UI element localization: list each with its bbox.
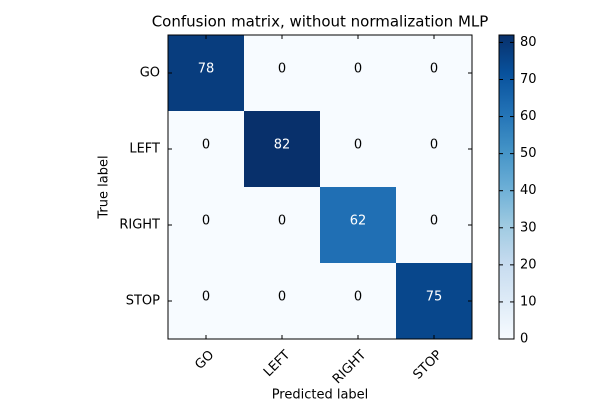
- colorbar-tick-label: 80: [520, 35, 537, 50]
- colorbar-tick-label: 30: [520, 220, 537, 235]
- colorbar-tick-label: 70: [520, 72, 537, 87]
- heatmap-cell: [320, 187, 397, 264]
- colorbar: [498, 34, 515, 340]
- y-tick-label: GO: [140, 66, 160, 81]
- heatmap-cell: [320, 111, 397, 188]
- colorbar-tick-label: 40: [520, 183, 537, 198]
- x-tick-label: GO: [192, 348, 217, 373]
- heatmap-cell: [396, 35, 473, 112]
- cell-label: 0: [278, 214, 286, 229]
- cell-label: 0: [430, 138, 438, 153]
- chart-title: Confusion matrix, without normalization …: [152, 13, 489, 31]
- heatmap-cell: [320, 35, 397, 112]
- colorbar-tick-label: 60: [520, 109, 537, 124]
- heatmap-cell: [168, 187, 245, 264]
- heatmap-cell: [244, 187, 321, 264]
- colorbar-tick-label: 50: [520, 146, 537, 161]
- heatmap-cell: [396, 111, 473, 188]
- cell-label: 0: [354, 290, 362, 305]
- heatmap-cell: [168, 111, 245, 188]
- x-axis-label: Predicted label: [272, 388, 369, 400]
- cell-label: 0: [430, 214, 438, 229]
- cell-label: 0: [278, 290, 286, 305]
- plot-frame: [167, 34, 473, 340]
- colorbar-tick-label: 0: [520, 332, 528, 347]
- heatmap-cell: [244, 35, 321, 112]
- colorbar-tick-label: 10: [520, 294, 537, 309]
- heatmap-cell: [320, 263, 397, 340]
- y-axis-label: True label: [97, 155, 112, 219]
- heatmap-cell: [168, 263, 245, 340]
- x-tick-label: STOP: [410, 348, 445, 383]
- cell-label: 82: [274, 138, 291, 153]
- y-tick-label: STOP: [126, 294, 160, 309]
- colorbar-tick-label: 20: [520, 257, 537, 272]
- cell-label: 75: [426, 290, 443, 305]
- heatmap-cell: [244, 111, 321, 188]
- heatmap-cell: [244, 263, 321, 340]
- heatmap-cell: [396, 187, 473, 264]
- heatmap-cell: [396, 263, 473, 340]
- cell-label: 0: [202, 214, 210, 229]
- cell-label: 0: [354, 62, 362, 77]
- cell-label: 0: [354, 138, 362, 153]
- cell-label: 0: [202, 138, 210, 153]
- heatmap-cell: [168, 35, 245, 112]
- cell-label: 0: [430, 62, 438, 77]
- y-tick-label: RIGHT: [119, 218, 160, 233]
- cell-label: 78: [198, 62, 215, 77]
- cell-label: 62: [350, 214, 367, 229]
- cell-label: 0: [278, 62, 286, 77]
- cell-label: 0: [202, 290, 210, 305]
- x-tick-label: RIGHT: [330, 348, 369, 387]
- x-tick-label: LEFT: [261, 348, 293, 380]
- y-tick-label: LEFT: [129, 142, 160, 157]
